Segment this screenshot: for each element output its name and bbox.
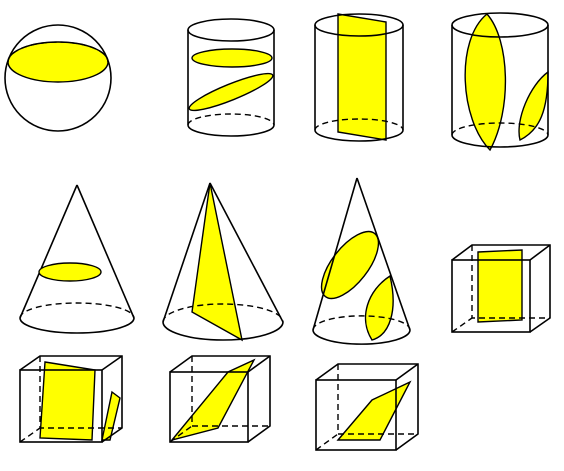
cross-section bbox=[336, 380, 412, 441]
cylinder-3 bbox=[451, 12, 549, 152]
cross-section bbox=[518, 70, 549, 142]
front-face bbox=[169, 371, 249, 443]
outline bbox=[4, 24, 112, 132]
hidden-edge bbox=[7, 41, 109, 63]
cross-section bbox=[191, 182, 243, 342]
hidden-edge bbox=[19, 427, 41, 443]
edge bbox=[529, 244, 551, 261]
cylinder-2 bbox=[314, 13, 404, 142]
bottom bbox=[312, 329, 411, 345]
edge bbox=[247, 355, 271, 373]
hidden-edge bbox=[337, 364, 418, 435]
front-face bbox=[451, 259, 531, 333]
hidden-edge bbox=[19, 302, 135, 319]
cross-section bbox=[39, 361, 96, 441]
hidden-edge bbox=[451, 317, 473, 333]
edge bbox=[101, 355, 123, 371]
front-face bbox=[315, 379, 397, 451]
bottom bbox=[314, 129, 404, 142]
front-face bbox=[19, 369, 103, 443]
side bbox=[312, 177, 358, 331]
hidden-edge bbox=[187, 113, 275, 126]
hidden-edge bbox=[162, 303, 284, 323]
cube-4 bbox=[315, 363, 419, 451]
hidden-edge bbox=[169, 425, 193, 443]
cross-section bbox=[477, 249, 523, 323]
cube-2 bbox=[19, 355, 123, 443]
side bbox=[209, 182, 284, 323]
cross-section bbox=[188, 72, 274, 112]
bottom bbox=[19, 317, 135, 334]
cross-section bbox=[191, 48, 273, 68]
cone-3 bbox=[312, 177, 411, 345]
hidden-edge bbox=[312, 315, 411, 331]
side bbox=[356, 177, 411, 331]
sphere bbox=[4, 24, 112, 132]
bottom bbox=[451, 134, 549, 148]
edge bbox=[395, 363, 419, 381]
bottom bbox=[162, 321, 284, 341]
cube-1 bbox=[451, 244, 551, 333]
bottom bbox=[187, 124, 275, 137]
cross-section bbox=[364, 274, 394, 341]
side bbox=[76, 184, 135, 319]
hidden-edge bbox=[191, 356, 270, 427]
cross-section bbox=[464, 13, 507, 152]
side bbox=[162, 182, 211, 323]
hidden-edge bbox=[315, 433, 339, 451]
cross-section bbox=[38, 262, 102, 282]
cylinder-1 bbox=[187, 18, 275, 137]
cross-section bbox=[101, 390, 121, 441]
side bbox=[19, 184, 78, 319]
cube-3 bbox=[169, 355, 271, 443]
cross-section bbox=[337, 13, 387, 141]
hidden-edge bbox=[451, 122, 549, 136]
cone-1 bbox=[19, 184, 135, 334]
cone-2 bbox=[162, 182, 284, 342]
